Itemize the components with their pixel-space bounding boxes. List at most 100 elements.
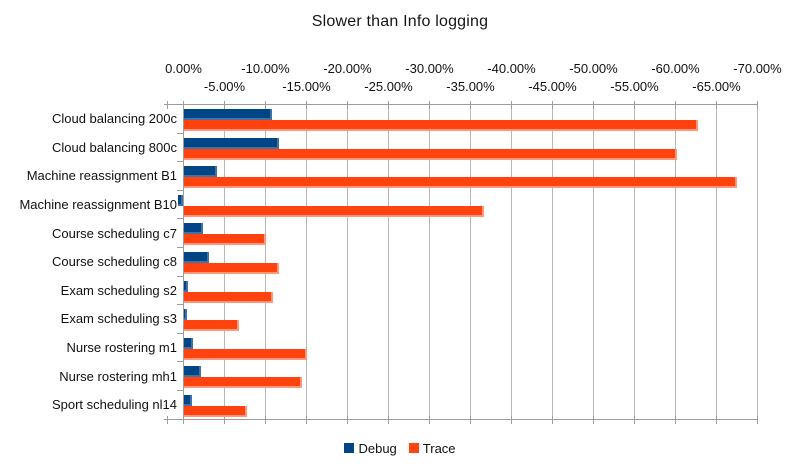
x-axis-tick-label: -50.00%: [569, 61, 618, 76]
tick-mark: [265, 100, 266, 109]
x-axis-line-top: [163, 104, 758, 105]
tick-mark: [176, 246, 184, 248]
tick-mark: [176, 132, 184, 134]
legend-label: Debug: [358, 440, 397, 456]
debug-bar: [183, 280, 189, 292]
x-axis-tick-label: -25.00%: [364, 79, 413, 94]
tick-mark: [183, 415, 184, 424]
debug-bar: [183, 109, 273, 121]
gridline: [757, 104, 758, 419]
tick-mark: [552, 415, 553, 424]
tick-mark: [552, 100, 553, 109]
trace-bar: [183, 177, 737, 189]
y-axis-category-label: Cloud balancing 200c: [51, 111, 177, 127]
legend-swatch-debug: [344, 443, 355, 453]
tick-mark: [176, 389, 184, 391]
tick-mark: [265, 415, 266, 424]
tick-mark: [347, 415, 348, 424]
debug-bar: [183, 137, 279, 149]
tick-mark: [757, 415, 758, 424]
tick-mark: [176, 218, 184, 220]
x-axis-tick-label: -55.00%: [610, 79, 659, 94]
tick-mark: [470, 415, 471, 424]
debug-bar: [177, 194, 184, 206]
legend-label: Trace: [422, 440, 456, 456]
debug-bar: [183, 337, 194, 349]
tick-mark: [511, 415, 512, 424]
y-axis-category-label: Machine reassignment B10: [19, 197, 177, 213]
tick-mark: [176, 304, 184, 306]
trace-bar: [183, 263, 280, 275]
trace-bar: [183, 377, 302, 389]
trace-bar: [183, 348, 307, 360]
gridline: [675, 104, 676, 419]
y-axis-category-label: Course scheduling c7: [51, 225, 177, 241]
tick-mark: [176, 418, 184, 420]
tick-mark: [511, 100, 512, 109]
debug-bar: [183, 309, 187, 321]
x-axis-tick-label: -40.00%: [487, 61, 536, 76]
tick-mark: [429, 100, 430, 109]
tick-mark: [183, 100, 184, 109]
tick-mark: [634, 415, 635, 424]
x-axis-tick-label: -5.00%: [203, 79, 246, 94]
y-axis-category-label: Nurse rostering m1: [66, 340, 177, 355]
tick-mark: [167, 415, 168, 424]
gridline: [716, 104, 717, 419]
tick-mark: [176, 104, 184, 105]
tick-mark: [388, 100, 389, 109]
legend-item: Debug: [344, 440, 397, 456]
tick-mark: [634, 100, 635, 109]
trace-bar: [183, 320, 240, 332]
x-axis-tick-label: -15.00%: [282, 79, 331, 94]
y-axis-category-label: Machine reassignment B1: [26, 168, 177, 184]
y-axis-category-label: Nurse rostering mh1: [59, 368, 177, 384]
legend-swatch-trace: [408, 443, 419, 453]
x-axis-tick-label: -70.00%: [733, 61, 782, 76]
tick-mark: [347, 100, 348, 109]
x-axis-tick-label: -20.00%: [323, 61, 372, 76]
tick-mark: [306, 415, 307, 424]
tick-mark: [470, 100, 471, 109]
tick-mark: [224, 100, 225, 109]
tick-mark: [593, 415, 594, 424]
x-axis-tick-label: -60.00%: [651, 61, 700, 76]
gridline: [634, 104, 635, 419]
x-axis-tick-label: 0.00%: [165, 61, 202, 76]
debug-bar: [183, 395, 192, 406]
gridline: [429, 104, 430, 419]
gridline: [470, 104, 471, 419]
gridline: [306, 104, 307, 419]
debug-bar: [183, 223, 204, 235]
tick-mark: [757, 100, 758, 109]
tick-mark: [593, 100, 594, 109]
tick-mark: [429, 415, 430, 424]
gridline: [511, 104, 512, 419]
x-axis-tick-label: -65.00%: [692, 79, 741, 94]
legend-item: Trace: [408, 440, 456, 456]
tick-mark: [388, 415, 389, 424]
x-axis-tick-label: -45.00%: [528, 79, 577, 94]
y-axis-category-label: Exam scheduling s2: [60, 282, 177, 298]
tick-mark: [224, 415, 225, 424]
legend: Debug Trace: [0, 440, 800, 456]
tick-mark: [716, 415, 717, 424]
tick-mark: [675, 415, 676, 424]
gridline: [347, 104, 348, 419]
x-axis-tick-label: -35.00%: [446, 79, 495, 94]
chart-title: Slower than Info logging: [311, 13, 489, 30]
x-axis-tick-label: -10.00%: [241, 61, 290, 76]
tick-mark: [176, 161, 184, 163]
tick-mark: [176, 361, 184, 363]
tick-mark: [176, 189, 184, 191]
tick-mark: [306, 100, 307, 109]
x-axis-line-bottom: [163, 419, 758, 420]
tick-mark: [176, 332, 184, 334]
y-axis-category-label: Course scheduling c8: [51, 254, 177, 270]
trace-bar: [183, 148, 678, 160]
y-axis-category-label: Exam scheduling s3: [60, 311, 177, 327]
trace-bar: [183, 120, 699, 132]
tick-mark: [167, 100, 168, 109]
gridline: [224, 104, 225, 419]
